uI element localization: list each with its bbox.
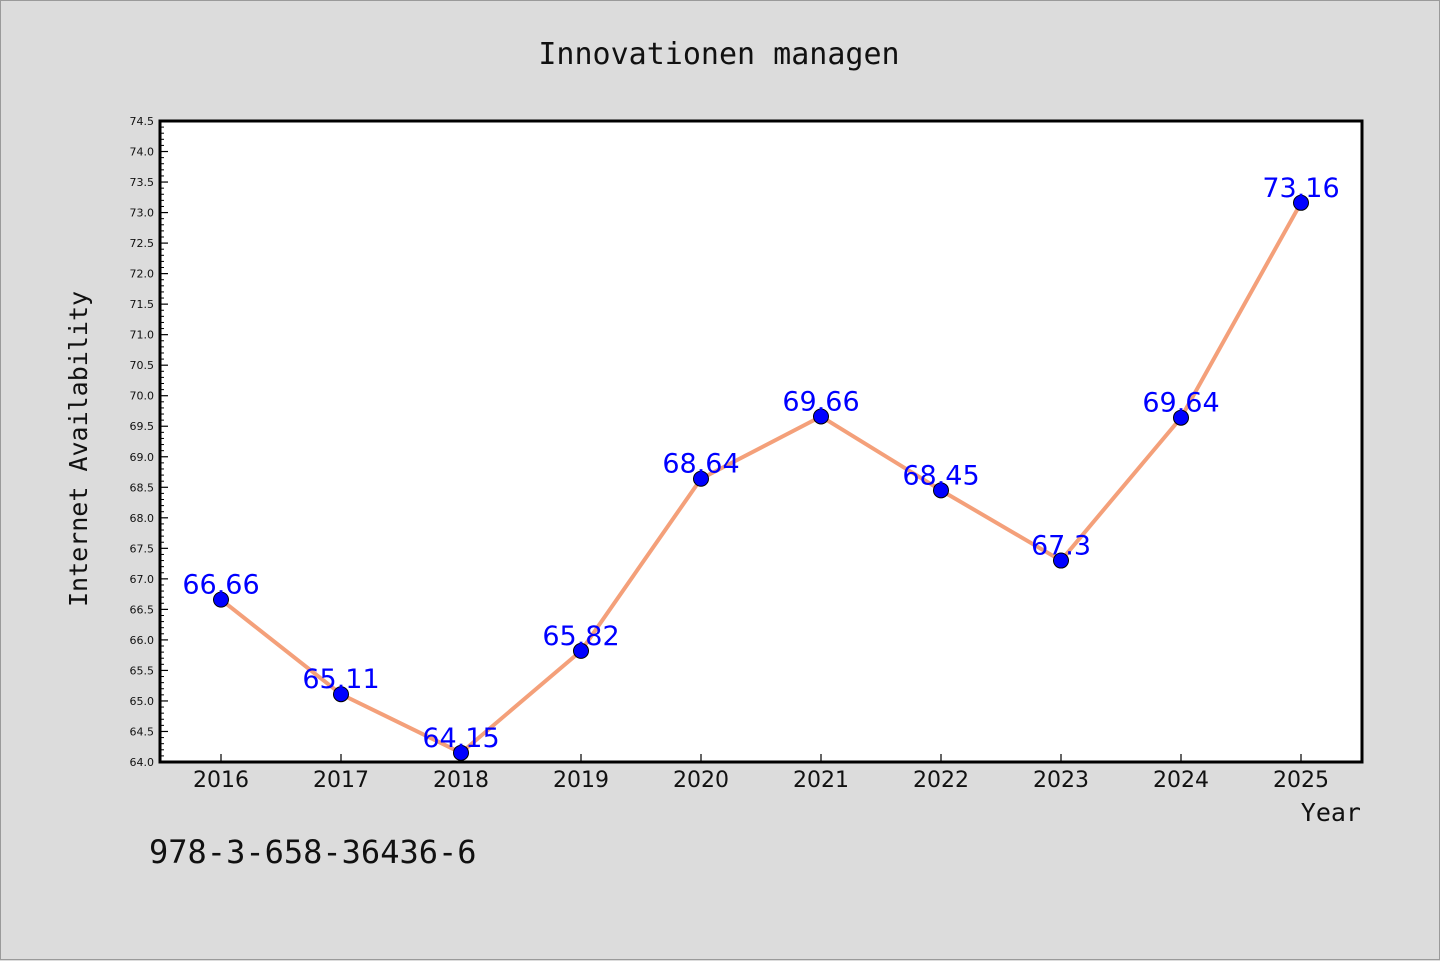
y-tick-label: 74.5 — [130, 115, 155, 128]
y-tick-label: 70.0 — [130, 390, 155, 403]
x-tick-label: 2020 — [673, 768, 729, 793]
x-tick-label: 2023 — [1033, 768, 1089, 793]
y-tick-label: 64.0 — [130, 756, 155, 769]
x-tick-label: 2019 — [553, 768, 609, 793]
y-tick-label: 66.0 — [130, 634, 155, 647]
y-tick-label: 73.0 — [130, 207, 155, 220]
data-label: 65.11 — [302, 664, 379, 695]
y-tick-label: 72.5 — [130, 237, 155, 250]
x-tick-label: 2025 — [1273, 768, 1329, 793]
x-tick-label: 2016 — [193, 768, 249, 793]
data-label: 65.82 — [542, 621, 619, 652]
y-tick-label: 65.5 — [130, 664, 155, 677]
isbn-text: 978-3-658-36436-6 — [149, 833, 477, 871]
y-tick-label: 71.5 — [130, 298, 155, 311]
data-point — [933, 482, 949, 499]
data-label: 69.64 — [1142, 388, 1219, 419]
series-group: 66.66 65.11 64.15 65.82 68.64 69.66 68.45 67.3 6… — [182, 173, 1340, 761]
y-tick-label: 68.5 — [130, 481, 155, 494]
data-label: 69.66 — [782, 386, 859, 417]
data-point — [1053, 552, 1069, 569]
data-point — [573, 642, 589, 659]
data-label: 66.66 — [182, 570, 259, 601]
data-point — [1173, 409, 1189, 426]
data-label: 68.45 — [902, 460, 979, 491]
y-tick-label: 64.5 — [130, 725, 155, 738]
x-axis: 2016 2017 2018 2019 2020 2021 2022 2023 2024 2025 — [193, 754, 1329, 793]
y-tick-label: 73.5 — [130, 176, 155, 189]
y-tick-label: 69.0 — [130, 451, 155, 464]
data-point — [213, 591, 229, 608]
chart-title: Innovationen managen — [538, 37, 899, 72]
data-label: 67.3 — [1031, 531, 1091, 562]
data-point — [813, 408, 829, 425]
x-tick-label: 2022 — [913, 768, 969, 793]
data-point — [1293, 194, 1309, 211]
x-tick-label: 2017 — [313, 768, 369, 793]
data-point — [333, 686, 349, 703]
x-tick-label: 2021 — [793, 768, 849, 793]
x-axis-label: Year — [1301, 798, 1361, 827]
y-tick-label: 68.0 — [130, 512, 155, 525]
data-label: 68.64 — [662, 449, 739, 480]
y-tick-label: 67.0 — [130, 573, 155, 586]
y-tick-label: 66.5 — [130, 603, 155, 616]
data-point — [453, 744, 469, 761]
y-axis-label: Internet Availability — [64, 291, 93, 607]
data-label: 64.15 — [422, 723, 499, 754]
x-tick-label: 2018 — [433, 768, 489, 793]
data-point — [693, 470, 709, 487]
y-tick-label: 70.5 — [130, 359, 155, 372]
y-tick-label: 72.0 — [130, 268, 155, 281]
y-tick-label: 71.0 — [130, 329, 155, 342]
y-tick-label: 74.0 — [130, 146, 155, 159]
y-tick-label: 69.5 — [130, 420, 155, 433]
y-axis: 64.0 64.5 65.0 65.5 66.0 66.5 67.0 67.5 68.0 68.5… — [130, 115, 168, 769]
y-tick-label: 67.5 — [130, 542, 155, 555]
data-label: 73.16 — [1262, 173, 1339, 204]
x-tick-label: 2024 — [1153, 768, 1209, 793]
y-tick-label: 65.0 — [130, 695, 155, 708]
series-line — [219, 201, 1303, 755]
